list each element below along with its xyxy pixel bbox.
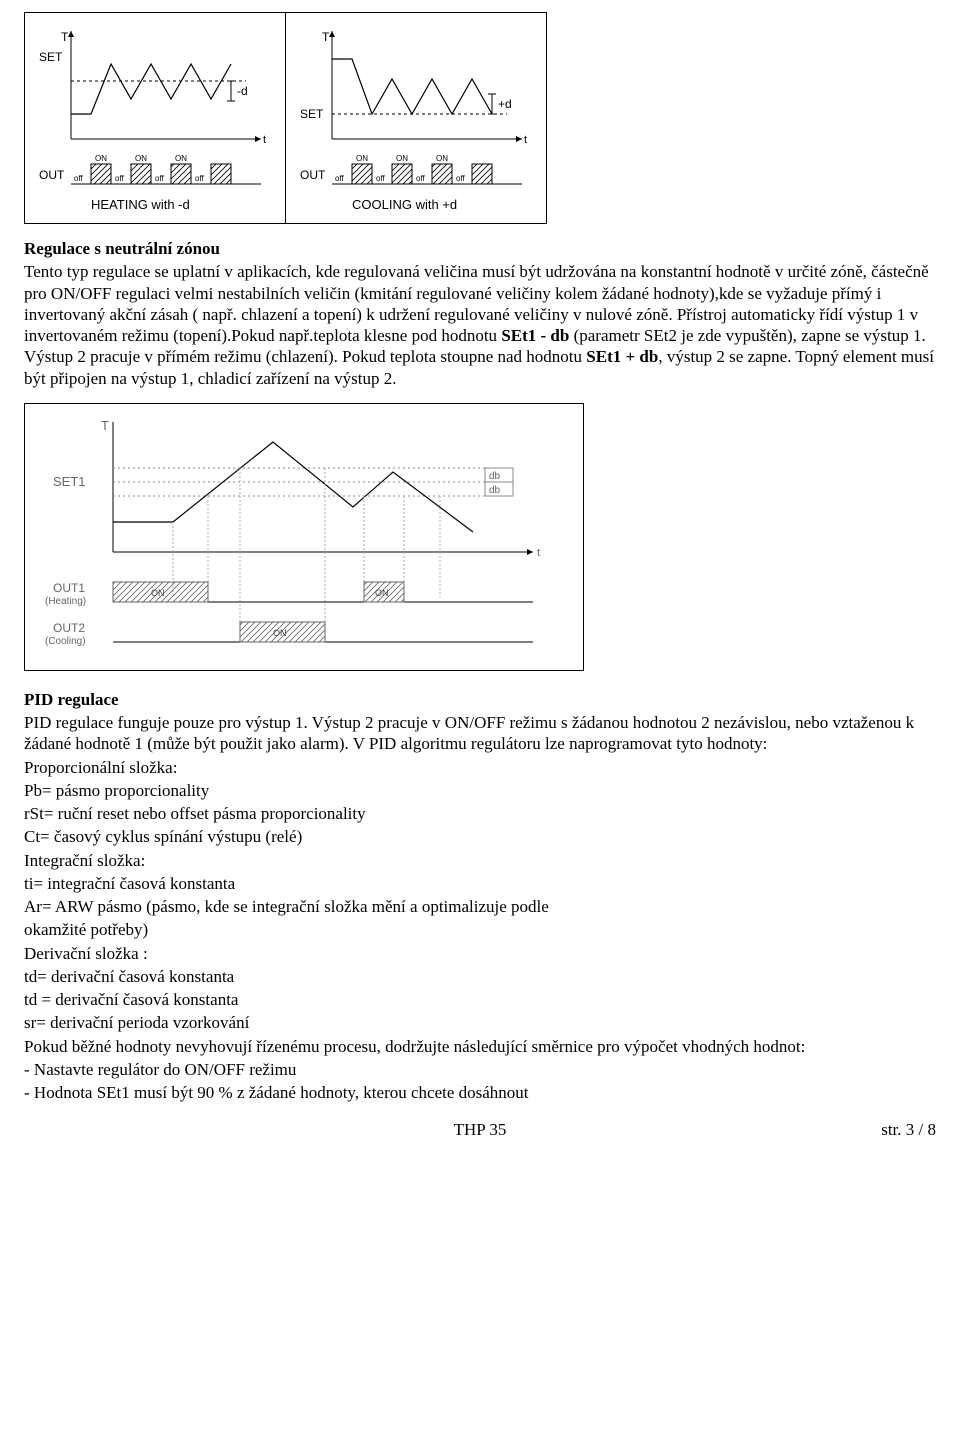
pid-line: td = derivační časová konstanta xyxy=(24,989,936,1010)
svg-text:off: off xyxy=(155,174,165,183)
axis-y-label: T xyxy=(61,30,69,44)
svg-text:t: t xyxy=(537,547,540,559)
pid-line: Pb= pásmo proporcionality xyxy=(24,780,936,801)
pid-line: ti= integrační časová konstanta xyxy=(24,873,936,894)
svg-text:T: T xyxy=(101,418,109,433)
diagram-heating: T t SET -d OUT ON ON ON xyxy=(24,12,286,224)
set-label: SET xyxy=(39,50,63,64)
svg-text:t: t xyxy=(524,134,527,146)
svg-text:off: off xyxy=(456,174,466,183)
svg-text:COOLING with +d: COOLING with +d xyxy=(352,197,457,212)
svg-text:off: off xyxy=(195,174,205,183)
svg-text:ON: ON xyxy=(396,154,408,163)
svg-text:ON: ON xyxy=(135,154,147,163)
pid-line: td= derivační časová konstanta xyxy=(24,966,936,987)
pid-line: - Nastavte regulátor do ON/OFF režimu xyxy=(24,1059,936,1080)
footer-doc: THP 35 xyxy=(454,1119,507,1140)
svg-text:ON: ON xyxy=(375,588,389,598)
pid-line: rSt= ruční reset nebo offset pásma propo… xyxy=(24,803,936,824)
d-label: -d xyxy=(237,84,248,98)
svg-text:OUT1: OUT1 xyxy=(53,581,85,595)
body-neutral: Tento typ regulace se uplatní v aplikací… xyxy=(24,261,936,389)
svg-text:db: db xyxy=(489,485,501,496)
diagram-cooling: T t SET +d OUT ON ON ON off xyxy=(285,12,547,224)
svg-text:(Heating): (Heating) xyxy=(45,596,86,607)
pid-line: Integrační složka: xyxy=(24,850,936,871)
diagrams-onoff: T t SET -d OUT ON ON ON xyxy=(24,12,936,224)
svg-text:+d: +d xyxy=(498,97,512,111)
svg-text:OUT: OUT xyxy=(300,168,326,182)
svg-text:ON: ON xyxy=(95,154,107,163)
svg-text:ON: ON xyxy=(436,154,448,163)
svg-text:OUT2: OUT2 xyxy=(53,621,85,635)
svg-text:(Cooling): (Cooling) xyxy=(45,636,86,647)
svg-text:off: off xyxy=(115,174,125,183)
svg-text:ON: ON xyxy=(175,154,187,163)
svg-text:SET1: SET1 xyxy=(53,474,86,489)
svg-text:db: db xyxy=(489,471,501,482)
svg-text:T: T xyxy=(322,30,330,44)
footer: THP 35 str. 3 / 8 xyxy=(24,1119,936,1140)
pid-line: okamžité potřeby) xyxy=(24,919,936,940)
diagram-neutral: T t SET1 db db OUT1 (Heating) ON ON xyxy=(24,403,584,671)
caption: HEATING with -d xyxy=(91,197,190,212)
axis-x-label: t xyxy=(263,134,266,146)
svg-text:off: off xyxy=(416,174,426,183)
out-label: OUT xyxy=(39,168,65,182)
svg-text:ON: ON xyxy=(273,628,287,638)
pid-line: sr= derivační perioda vzorkování xyxy=(24,1012,936,1033)
pid-line: - Hodnota SEt1 musí být 90 % z žádané ho… xyxy=(24,1082,936,1103)
svg-text:off: off xyxy=(335,174,345,183)
pid-line: PID regulace funguje pouze pro výstup 1.… xyxy=(24,712,936,755)
pid-line: Ct= časový cyklus spínání výstupu (relé) xyxy=(24,826,936,847)
svg-text:off: off xyxy=(74,174,84,183)
svg-text:SET: SET xyxy=(300,107,324,121)
pid-line: Derivační složka : xyxy=(24,943,936,964)
heading-pid: PID regulace xyxy=(24,690,119,709)
svg-text:off: off xyxy=(376,174,386,183)
pid-line: Pokud běžné hodnoty nevyhovují řízenému … xyxy=(24,1036,936,1057)
svg-text:ON: ON xyxy=(151,588,165,598)
pid-line: Proporcionální složka: xyxy=(24,757,936,778)
section-neutral-zone: Regulace s neutrální zónou Tento typ reg… xyxy=(24,238,936,389)
footer-page: str. 3 / 8 xyxy=(881,1119,936,1140)
heading-neutral: Regulace s neutrální zónou xyxy=(24,239,220,258)
pid-line: Ar= ARW pásmo (pásmo, kde se integrační … xyxy=(24,896,936,917)
section-pid: PID regulace PID regulace funguje pouze … xyxy=(24,689,936,1104)
svg-text:ON: ON xyxy=(356,154,368,163)
